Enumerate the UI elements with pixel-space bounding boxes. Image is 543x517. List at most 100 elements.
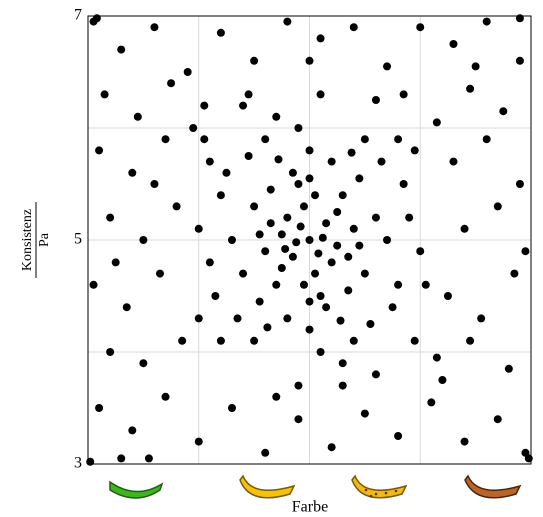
point [314,249,322,257]
point [250,337,258,345]
point [112,258,120,266]
point [150,180,158,188]
point [361,135,369,143]
point [361,410,369,418]
y-label-denominator: Pa [37,232,52,247]
point [294,124,302,132]
point [306,57,314,65]
banana-ripe [352,476,406,498]
point [394,281,402,289]
point [337,317,345,325]
point [228,404,236,412]
point [344,286,352,294]
point [311,270,319,278]
point [444,292,452,300]
point [167,79,175,87]
point [294,180,302,188]
banana-yellow [240,476,294,498]
point [383,236,391,244]
point [184,68,192,76]
point [361,270,369,278]
point [319,234,327,242]
point [389,303,397,311]
point [278,264,286,272]
point [195,314,203,322]
point [123,303,131,311]
point [372,214,380,222]
point [86,458,94,466]
point [294,415,302,423]
point [256,298,264,306]
point [261,449,269,457]
point [272,281,280,289]
point [411,337,419,345]
point [117,46,125,54]
point [416,23,424,31]
point [283,314,291,322]
point [272,113,280,121]
point [494,415,502,423]
point [306,174,314,182]
point [394,432,402,440]
point [383,62,391,70]
y-label-numerator: Konsistenz [20,209,35,271]
point [297,223,305,231]
point [256,230,264,238]
point [289,169,297,177]
point [217,337,225,345]
point [516,180,524,188]
point [499,107,507,115]
point [344,253,352,261]
point [333,242,341,250]
point [195,438,203,446]
point [267,186,275,194]
chart: Konsistenz Pa Farbe 357 [0,0,543,517]
point [306,326,314,334]
y-tick-label: 5 [74,231,82,248]
point [93,14,101,22]
point [355,174,363,182]
point [239,270,247,278]
point [239,102,247,110]
point [189,124,197,132]
point [328,258,336,266]
point [516,14,524,22]
point [438,376,446,384]
point [278,230,286,238]
point [234,314,242,322]
point [405,214,413,222]
point [521,247,529,255]
point [317,34,325,42]
point [206,258,214,266]
banana-green [110,482,162,498]
point [300,202,308,210]
point [90,281,98,289]
point [494,202,502,210]
point [472,62,480,70]
point [510,270,518,278]
point [483,135,491,143]
point [516,57,524,65]
point [281,245,289,253]
point [350,225,358,233]
point [178,337,186,345]
point [477,314,485,322]
point [355,242,363,250]
y-axis-label: Konsistenz Pa [20,202,52,278]
point [394,135,402,143]
point [328,158,336,166]
x-axis-label: Farbe [292,499,328,516]
point [95,404,103,412]
y-tick-label: 7 [74,7,82,24]
point [195,225,203,233]
point [333,208,341,216]
point [289,253,297,261]
point [250,57,258,65]
point [317,348,325,356]
point [261,247,269,255]
point [350,337,358,345]
point [106,348,114,356]
point [117,454,125,462]
point [211,292,219,300]
point [173,202,181,210]
